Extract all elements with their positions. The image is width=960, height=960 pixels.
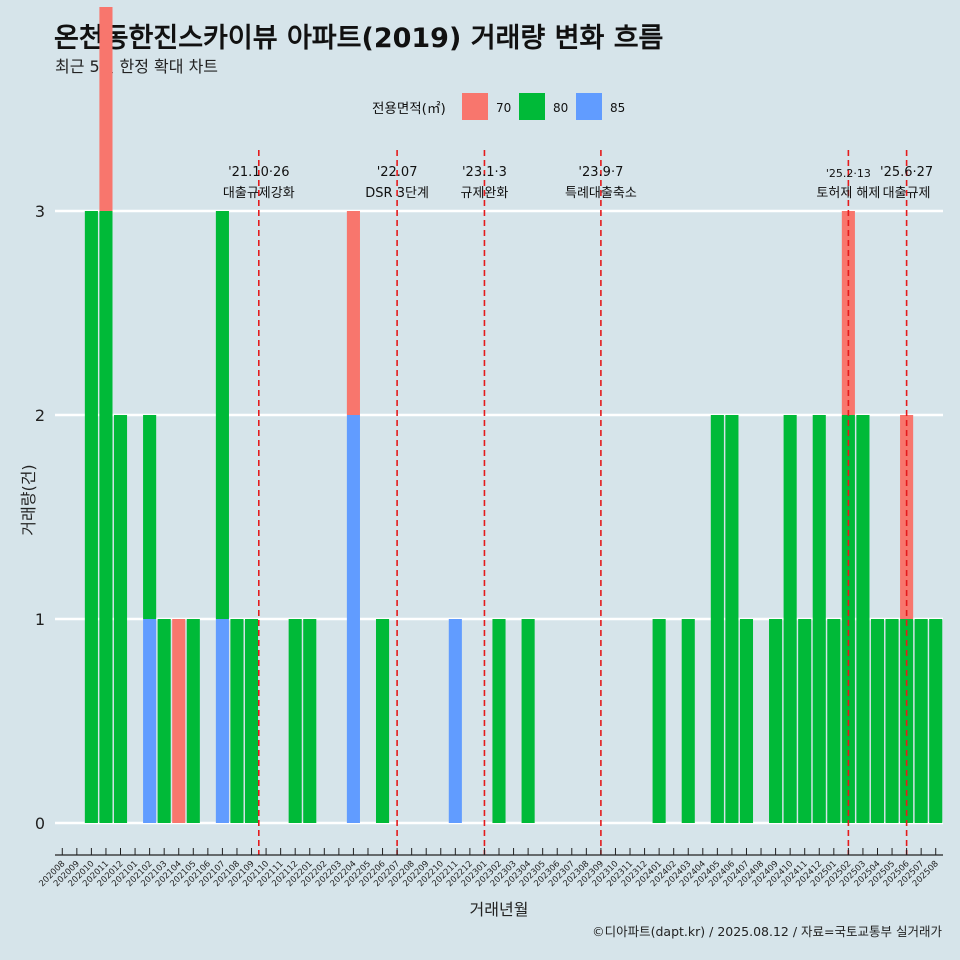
y-tick-label: 2 bbox=[35, 406, 45, 425]
bar-202112-80 bbox=[288, 619, 302, 823]
bar-202109-80 bbox=[244, 619, 259, 823]
legend-label: 80 bbox=[553, 101, 568, 115]
bar-202406-80 bbox=[725, 415, 739, 823]
event-label: 특례대출축소 bbox=[565, 186, 637, 201]
y-tick-label: 3 bbox=[35, 202, 45, 221]
event-markers: '21.10·26 대출규제강화 '22.07 DSR 3단계 '23.1·3 규제완화 '… bbox=[223, 150, 933, 855]
legend: 전용면적(㎡) 70 80 85 bbox=[372, 93, 625, 120]
bar-202107-85 bbox=[215, 619, 229, 823]
bar-202103-80 bbox=[157, 619, 171, 823]
bar-202407-80 bbox=[739, 619, 754, 823]
bar-202504-80 bbox=[870, 619, 885, 823]
y-axis-label: 거래량(건) bbox=[19, 464, 38, 535]
event-date: '22.07 bbox=[377, 165, 418, 180]
event-label: 토허제 해제 bbox=[816, 186, 880, 201]
legend-swatch-80 bbox=[519, 93, 545, 120]
bar-202204-70 bbox=[346, 211, 360, 415]
bar-202105-80 bbox=[186, 619, 200, 823]
bar-202206-80 bbox=[375, 619, 390, 823]
x-axis-label: 거래년월 bbox=[470, 900, 529, 919]
bar-202501-80 bbox=[827, 619, 841, 823]
chart-subtitle: 최근 5년 한정 확대 차트 bbox=[55, 57, 219, 76]
bar-202201-80 bbox=[303, 619, 317, 823]
event-label: 대출규제 bbox=[883, 186, 931, 201]
bar-202204-85 bbox=[346, 415, 360, 823]
bar-202108-80 bbox=[230, 619, 244, 823]
bar-202104-70 bbox=[172, 619, 186, 823]
bar-202012-80 bbox=[113, 415, 128, 823]
y-axis-ticks: 0 1 2 3 bbox=[35, 202, 45, 833]
legend-swatch-85 bbox=[576, 93, 602, 120]
y-tick-label: 1 bbox=[35, 610, 45, 629]
y-tick-label: 0 bbox=[35, 814, 45, 833]
bar-202411-80 bbox=[798, 619, 812, 823]
bar-202409-80 bbox=[769, 619, 783, 823]
bar-202508-80 bbox=[929, 619, 943, 823]
event-date: '23.9·7 bbox=[578, 165, 623, 180]
bar-202302-80 bbox=[492, 619, 506, 823]
bar-202304-80 bbox=[521, 619, 535, 823]
legend-label: 70 bbox=[496, 101, 511, 115]
bar-202011-70 bbox=[99, 7, 113, 211]
x-axis: 2020082020092020102020112020122021012021… bbox=[37, 848, 943, 889]
chart-title: 온천동한진스카이뷰 아파트(2019) 거래량 변화 흐름 bbox=[54, 23, 664, 54]
event-label: 규제완화 bbox=[461, 186, 509, 201]
bar-202010-80 bbox=[84, 211, 98, 823]
bar-202211-85 bbox=[448, 619, 462, 823]
legend-label: 85 bbox=[610, 101, 625, 115]
bar-202401-80 bbox=[652, 619, 666, 823]
bar-202507-80 bbox=[914, 619, 928, 823]
bar-202506-70 bbox=[900, 415, 914, 619]
event-date: '25.2·13 bbox=[826, 167, 871, 180]
event-date: '21.10·26 bbox=[228, 165, 289, 180]
bar-202412-80 bbox=[812, 415, 826, 823]
bar-202011-80 bbox=[99, 211, 113, 823]
event-date: '25.6·27 bbox=[880, 165, 933, 180]
bar-202503-80 bbox=[856, 415, 870, 823]
source-caption: ©디아파트(dapt.kr) / 2025.08.12 / 자료=국토교통부 실… bbox=[592, 924, 942, 939]
bar-202505-80 bbox=[885, 619, 899, 823]
bar-202102-85 bbox=[143, 619, 157, 823]
bar-202403-80 bbox=[681, 619, 695, 823]
bar-202502-80 bbox=[841, 415, 855, 823]
bars bbox=[84, 7, 943, 823]
bar-202102-80 bbox=[143, 415, 157, 619]
legend-title: 전용면적(㎡) bbox=[372, 101, 446, 117]
event-label: DSR 3단계 bbox=[365, 186, 429, 201]
bar-202410-80 bbox=[783, 415, 797, 823]
legend-swatch-70 bbox=[462, 93, 488, 120]
event-label: 대출규제강화 bbox=[223, 186, 295, 201]
bar-202405-80 bbox=[710, 415, 724, 823]
bar-202107-80 bbox=[215, 211, 229, 619]
event-date: '23.1·3 bbox=[462, 165, 507, 180]
